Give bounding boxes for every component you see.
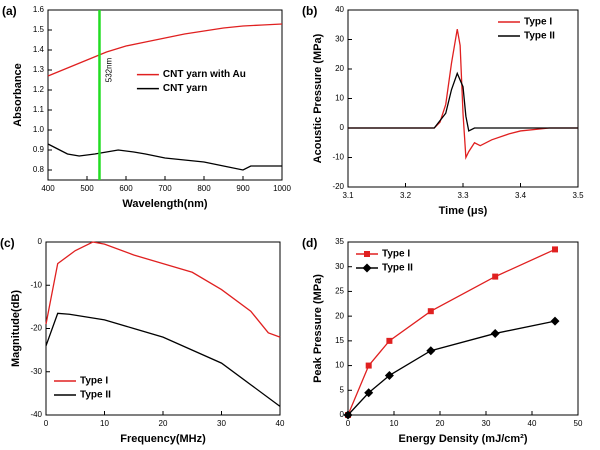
marker — [427, 308, 434, 315]
x-tick-label: 3.2 — [400, 191, 412, 200]
y-tick-label: 1.0 — [33, 125, 45, 134]
y-tick-label: -40 — [30, 410, 42, 419]
y-tick-label: 1.4 — [33, 45, 45, 54]
marker — [550, 316, 560, 326]
y-tick-label: 1.5 — [33, 25, 45, 34]
y-tick-label: 30 — [335, 262, 344, 271]
x-axis-label: Energy Density (mJ/cm²) — [399, 433, 528, 445]
x-tick-label: 3.1 — [342, 191, 354, 200]
y-tick-label: 10 — [335, 361, 344, 370]
y-tick-label: -10 — [332, 153, 344, 162]
x-tick-label: 900 — [236, 184, 250, 193]
y-tick-label: 1.2 — [33, 85, 45, 94]
x-axis-label: Time (μs) — [439, 205, 488, 217]
y-tick-label: 5 — [340, 385, 345, 394]
y-tick-label: 0 — [340, 123, 345, 132]
plot-frame — [347, 241, 579, 416]
y-tick-label: 15 — [335, 336, 344, 345]
panel-label: (b) — [302, 4, 317, 18]
panel-label: (a) — [2, 4, 17, 18]
series-line — [45, 312, 281, 407]
legend-label: Type II — [382, 263, 413, 274]
marker — [492, 273, 499, 280]
series-line — [348, 71, 578, 132]
y-tick-label: 35 — [335, 237, 344, 246]
x-tick-label: 10 — [100, 419, 109, 428]
x-tick-label: 600 — [119, 184, 133, 193]
x-tick-label: 30 — [482, 419, 491, 428]
series-line — [347, 320, 556, 416]
panel-label: (d) — [302, 236, 317, 250]
y-tick-label: 0 — [340, 410, 345, 419]
x-tick-label: 30 — [217, 419, 226, 428]
marker — [552, 246, 558, 253]
x-tick-label: 20 — [436, 419, 445, 428]
y-tick-label: 20 — [335, 311, 344, 320]
y-tick-label: 0 — [38, 237, 43, 246]
legend-label: Type I — [382, 249, 410, 260]
x-tick-label: 1000 — [273, 184, 291, 193]
y-axis-label: Absorbance — [12, 63, 24, 127]
series-line — [347, 248, 556, 416]
x-tick-label: 0 — [44, 419, 49, 428]
x-tick-label: 3.4 — [515, 191, 527, 200]
x-tick-label: 400 — [41, 184, 55, 193]
legend-label: Type II — [80, 390, 111, 401]
marker — [343, 410, 353, 420]
marker — [490, 328, 500, 338]
y-axis-label: Magnitude(dB) — [10, 290, 22, 367]
legend-label: Type I — [80, 376, 108, 387]
series-line — [47, 23, 283, 77]
legend-marker — [364, 251, 370, 257]
legend-label: CNT yarn — [163, 83, 207, 94]
x-tick-label: 3.5 — [572, 191, 584, 200]
y-tick-label: 20 — [335, 64, 344, 73]
y-tick-label: -30 — [30, 367, 42, 376]
y-axis-label: Acoustic Pressure (MPa) — [312, 33, 324, 163]
legend-label: Type II — [524, 31, 555, 42]
y-tick-label: 1.3 — [33, 65, 45, 74]
x-tick-label: 0 — [346, 419, 351, 428]
x-axis-label: Wavelength(nm) — [122, 198, 207, 210]
y-tick-label: 1.6 — [33, 5, 45, 14]
y-tick-label: 1.1 — [33, 105, 45, 114]
marker — [364, 388, 374, 398]
y-tick-label: -10 — [30, 280, 42, 289]
x-tick-label: 20 — [159, 419, 168, 428]
x-tick-label: 500 — [80, 184, 94, 193]
x-tick-label: 3.3 — [457, 191, 469, 200]
series-line — [348, 29, 578, 160]
legend-label: CNT yarn with Au — [163, 69, 246, 80]
series-line — [47, 143, 282, 171]
y-tick-label: 40 — [335, 5, 344, 14]
marker — [426, 346, 436, 356]
x-tick-label: 800 — [197, 184, 211, 193]
series-line — [45, 241, 281, 338]
legend-label: Type I — [524, 17, 552, 28]
y-tick-label: -20 — [30, 324, 42, 333]
y-tick-label: 30 — [335, 35, 344, 44]
x-tick-label: 700 — [158, 184, 172, 193]
panel-label: (c) — [0, 236, 15, 250]
x-tick-label: 40 — [276, 419, 285, 428]
plot-frame — [47, 9, 283, 181]
marker — [365, 362, 372, 369]
marker — [386, 337, 393, 344]
y-tick-label: 25 — [335, 287, 344, 296]
x-axis-label: Frequency(MHz) — [120, 433, 206, 445]
y-tick-label: 0.9 — [33, 145, 45, 154]
annotation-text: 532nm — [105, 57, 114, 82]
y-axis-label: Peak Pressure (MPa) — [312, 274, 324, 383]
y-tick-label: 10 — [335, 94, 344, 103]
x-tick-label: 10 — [390, 419, 399, 428]
marker — [384, 370, 394, 380]
y-tick-label: -20 — [332, 182, 344, 191]
y-tick-label: 0.8 — [33, 165, 45, 174]
legend-marker — [362, 263, 372, 273]
x-tick-label: 50 — [574, 419, 583, 428]
x-tick-label: 40 — [528, 419, 537, 428]
